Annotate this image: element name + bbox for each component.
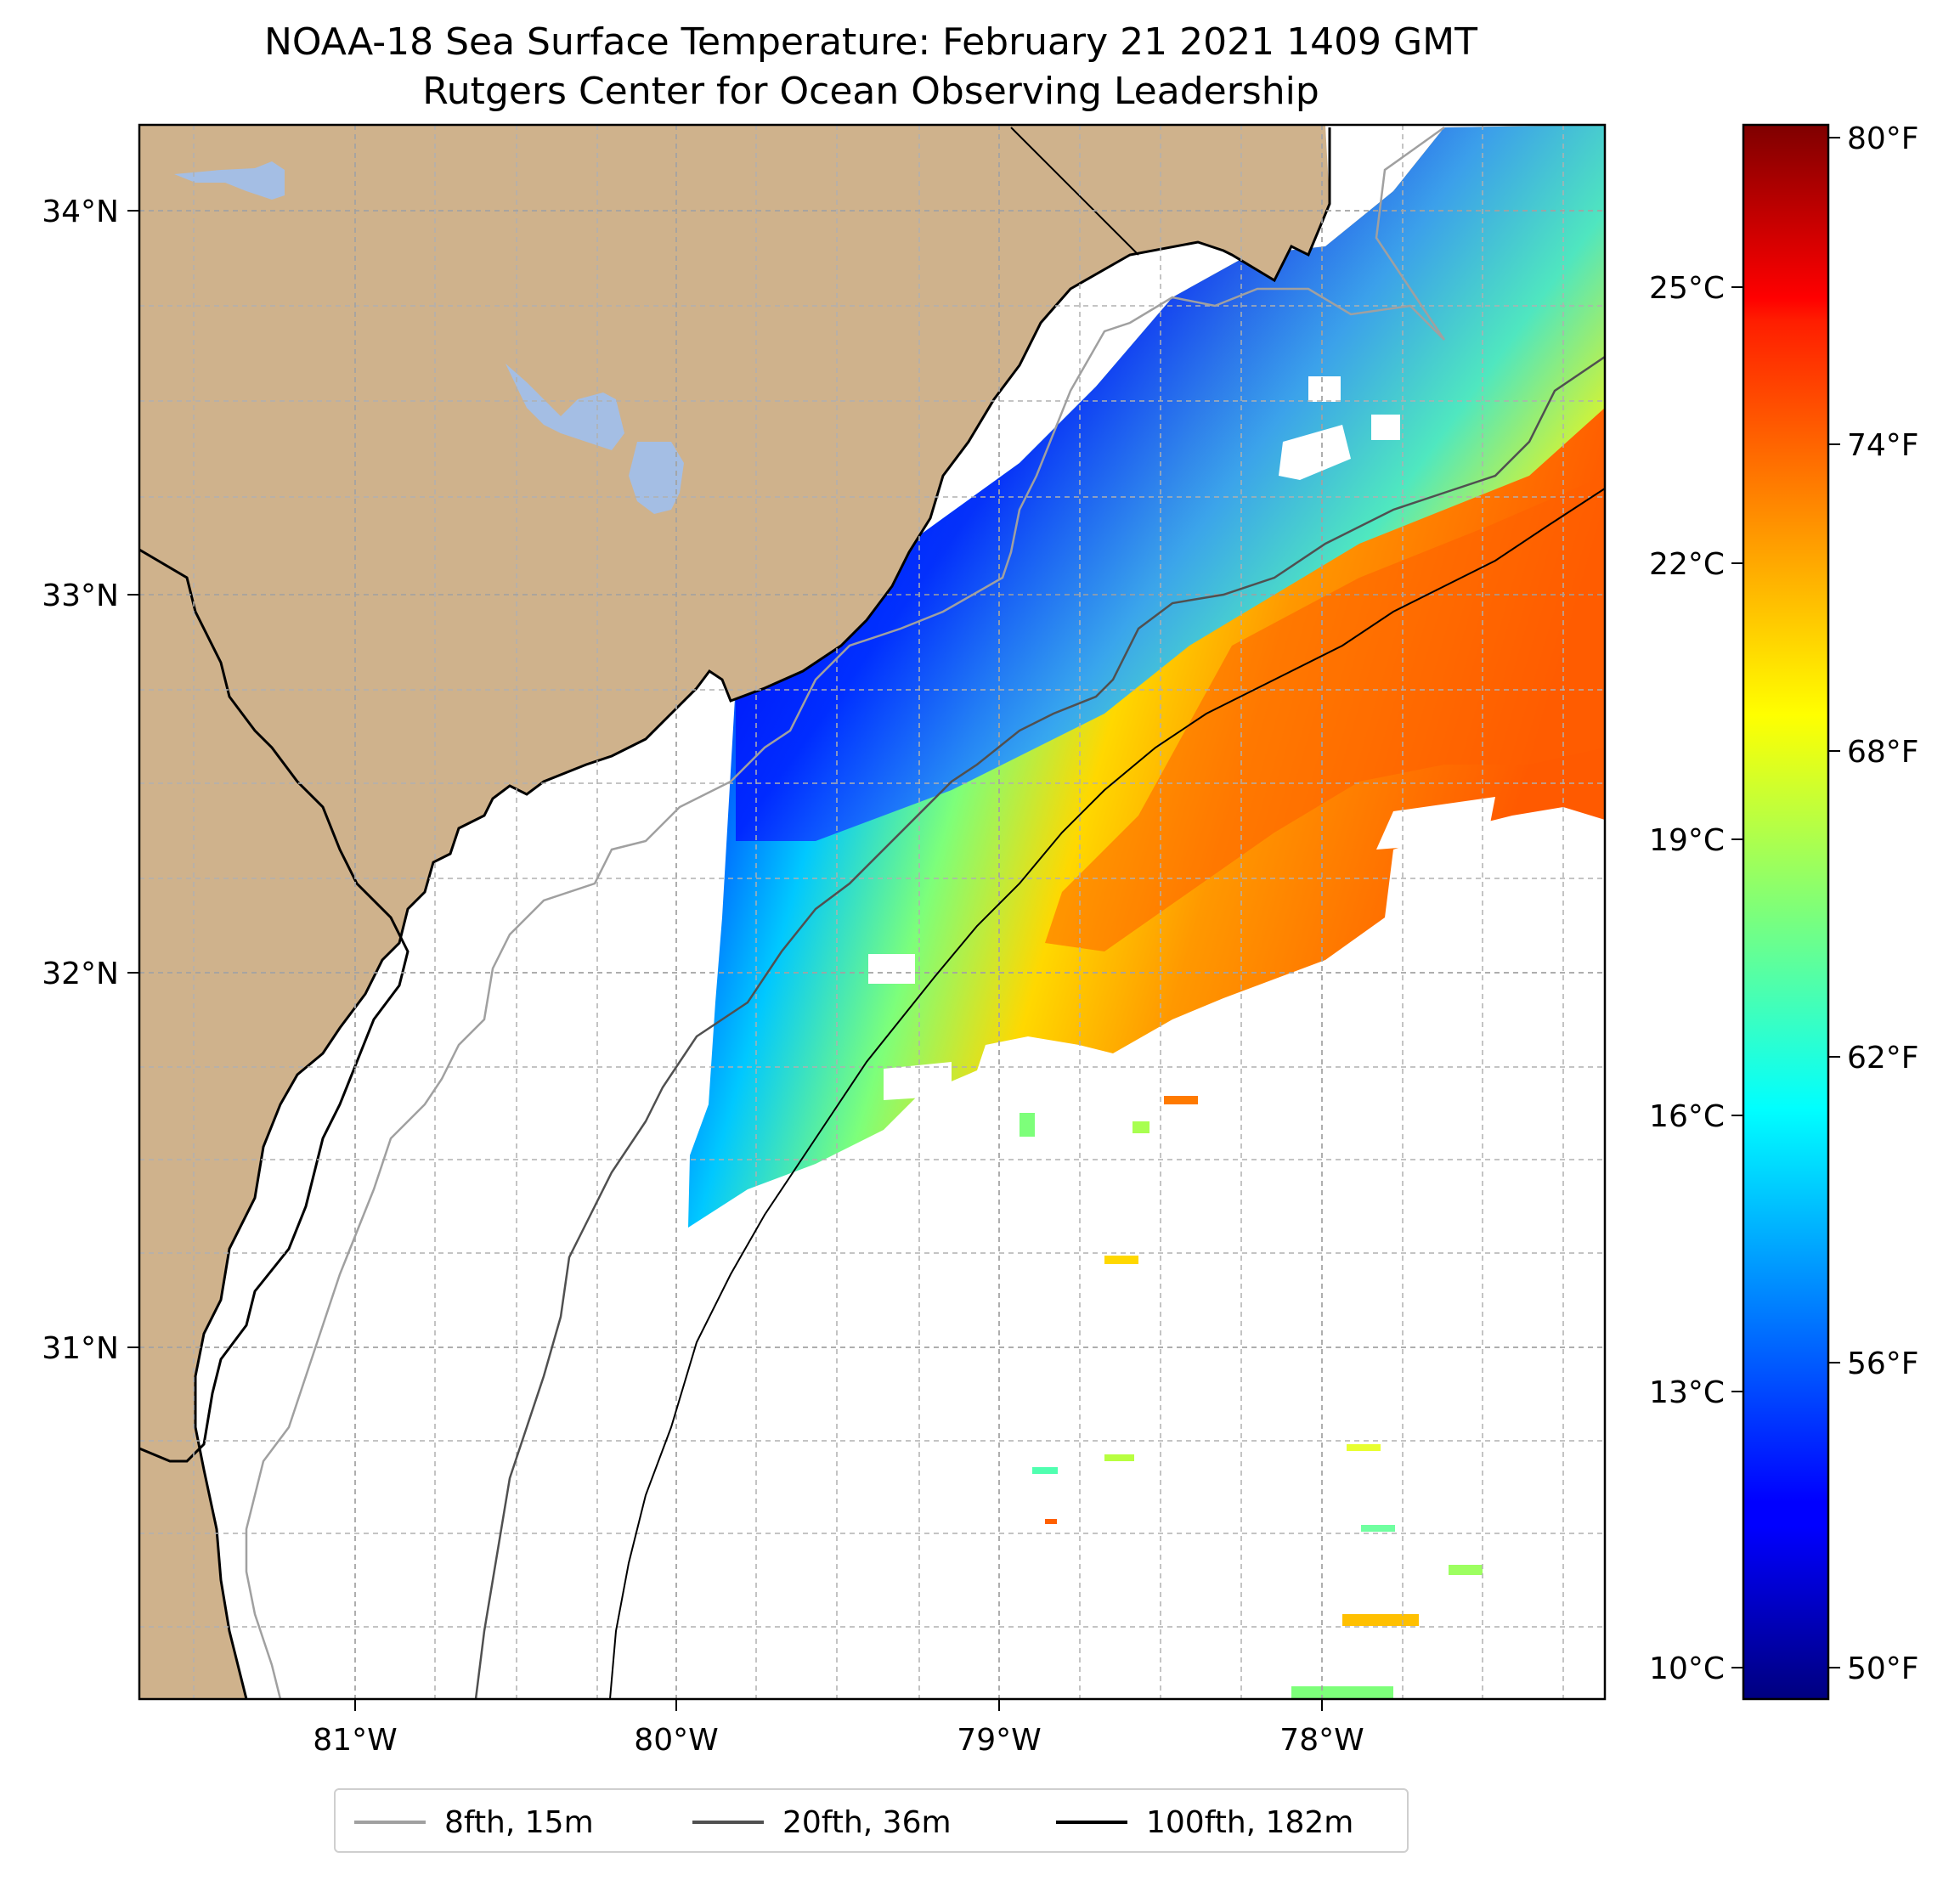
legend-item-20fth: 20fth, 36m bbox=[692, 1790, 952, 1855]
isobath-20fth bbox=[474, 355, 1605, 1699]
x-tick-80w: 80°W bbox=[634, 1723, 718, 1758]
land bbox=[139, 125, 1330, 1699]
cbar-f-56: 56°F bbox=[1847, 1346, 1919, 1381]
cbar-c-10: 10°C bbox=[1649, 1651, 1725, 1686]
coastline bbox=[194, 127, 1331, 1699]
cbar-f-62: 62°F bbox=[1847, 1041, 1919, 1075]
cbar-f-68: 68°F bbox=[1847, 735, 1919, 770]
river-line bbox=[139, 548, 410, 1463]
cbar-c-22: 22°C bbox=[1649, 547, 1725, 582]
state-border bbox=[1010, 127, 1139, 256]
legend-label-20fth: 20fth, 36m bbox=[782, 1804, 952, 1840]
map-subtitle: Rutgers Center for Ocean Observing Leade… bbox=[422, 70, 1319, 113]
cbar-c-19: 19°C bbox=[1649, 823, 1725, 858]
colorbar-tick-marks bbox=[1731, 137, 1840, 1668]
map-title: NOAA-18 Sea Surface Temperature: Februar… bbox=[264, 20, 1477, 64]
isobath-8fth bbox=[245, 126, 1446, 1699]
legend-item-100fth: 100fth, 182m bbox=[1056, 1790, 1353, 1855]
gridlines bbox=[139, 125, 1605, 1699]
legend-label-100fth: 100fth, 182m bbox=[1146, 1804, 1354, 1840]
cbar-f-50: 50°F bbox=[1847, 1651, 1919, 1686]
cbar-f-80: 80°F bbox=[1847, 121, 1919, 156]
y-tick-31n: 31°N bbox=[42, 1331, 119, 1366]
x-tick-78w: 78°W bbox=[1279, 1723, 1364, 1758]
isobath-legend: 8fth, 15m 20fth, 36m 100fth, 182m bbox=[334, 1788, 1409, 1853]
sst-cold-band bbox=[736, 125, 1605, 841]
sst-warm-core bbox=[1045, 476, 1605, 951]
legend-swatch-20fth bbox=[692, 1821, 764, 1824]
x-tick-81w: 81°W bbox=[313, 1723, 397, 1758]
gridlines-major bbox=[139, 125, 1605, 1699]
cbar-c-16: 16°C bbox=[1649, 1099, 1725, 1134]
axis-tick-marks bbox=[127, 210, 1323, 1711]
colorbar bbox=[1742, 123, 1830, 1701]
legend-swatch-8fth bbox=[354, 1821, 426, 1824]
y-tick-32n: 32°N bbox=[42, 957, 119, 991]
plot-frame bbox=[138, 123, 1607, 1701]
isobath-100fth bbox=[609, 488, 1605, 1699]
legend-label-8fth: 8fth, 15m bbox=[444, 1804, 594, 1840]
lake-marion bbox=[506, 364, 624, 450]
lake-moultrie bbox=[629, 442, 684, 514]
y-tick-33n: 33°N bbox=[42, 579, 119, 613]
legend-swatch-100fth bbox=[1056, 1821, 1127, 1824]
legend-item-8fth: 8fth, 15m bbox=[354, 1790, 594, 1855]
x-tick-79w: 79°W bbox=[957, 1723, 1041, 1758]
cbar-f-74: 74°F bbox=[1847, 428, 1919, 463]
y-tick-34n: 34°N bbox=[42, 195, 119, 229]
lake-north bbox=[174, 161, 285, 200]
cbar-c-13: 13°C bbox=[1649, 1375, 1725, 1410]
cbar-c-25: 25°C bbox=[1649, 271, 1725, 306]
